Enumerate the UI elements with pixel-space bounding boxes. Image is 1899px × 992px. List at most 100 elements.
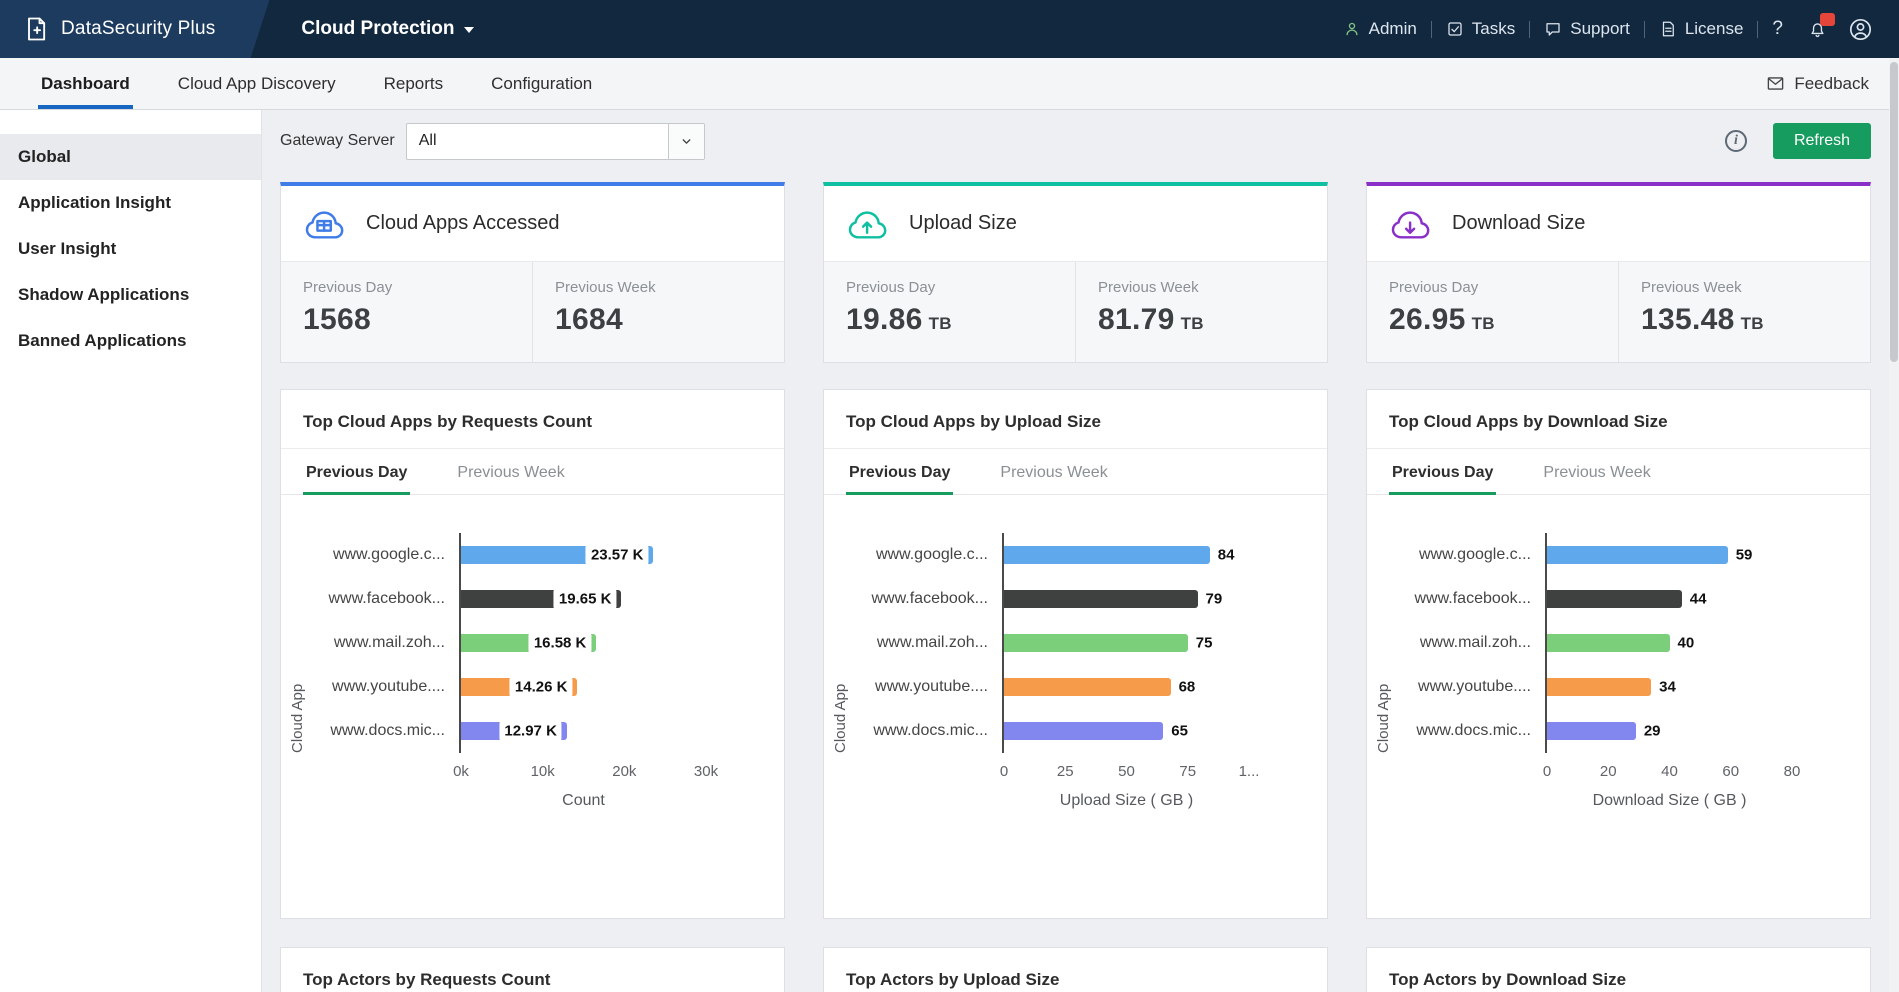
tab-previous-day[interactable]: Previous Day bbox=[846, 449, 953, 494]
chart-rows: www.google.c...84 www.facebook...79www.ma… bbox=[854, 533, 1301, 753]
x-tick-label: 1... bbox=[1239, 763, 1260, 780]
chart-card-actors-download: Top Actors by Download Size bbox=[1366, 947, 1871, 992]
module-selector[interactable]: Cloud Protection bbox=[301, 18, 474, 40]
chevron-down-icon bbox=[464, 27, 474, 33]
chart-row: www.youtube....68 bbox=[854, 665, 1301, 709]
support-menu[interactable]: Support bbox=[1530, 19, 1644, 39]
tab-cloud-app-discovery[interactable]: Cloud App Discovery bbox=[175, 58, 339, 109]
category-label: www.mail.zoh... bbox=[854, 634, 1002, 652]
bar-track: 79 bbox=[1002, 577, 1301, 621]
tab-previous-day[interactable]: Previous Day bbox=[303, 449, 410, 494]
cloud-upload-icon bbox=[846, 205, 892, 243]
sidebar-item-application-insight[interactable]: Application Insight bbox=[0, 180, 261, 226]
category-label: www.facebook... bbox=[1397, 590, 1545, 608]
chart-row: www.mail.zoh...16.58 K bbox=[311, 621, 758, 665]
chart-row: www.docs.mic...29 bbox=[1397, 709, 1844, 753]
admin-icon bbox=[1343, 20, 1361, 38]
tasks-menu[interactable]: Tasks bbox=[1432, 19, 1529, 39]
bar-value-label: 75 bbox=[1196, 635, 1213, 652]
bar-value-label: 65 bbox=[1171, 723, 1188, 740]
summary-card-title: Cloud Apps Accessed bbox=[366, 212, 559, 235]
support-label: Support bbox=[1570, 19, 1630, 39]
bar bbox=[1004, 722, 1163, 740]
envelope-icon bbox=[1766, 74, 1785, 93]
app-brand[interactable]: DataSecurity Plus bbox=[0, 0, 249, 58]
bar-chart: Cloud App www.google.c...23.57 Kwww.face… bbox=[281, 533, 784, 810]
bar bbox=[1004, 678, 1171, 696]
tab-configuration[interactable]: Configuration bbox=[488, 58, 595, 109]
x-tick-label: 0 bbox=[1543, 763, 1551, 780]
category-label: www.docs.mic... bbox=[311, 722, 459, 740]
category-label: www.mail.zoh... bbox=[1397, 634, 1545, 652]
feedback-label: Feedback bbox=[1794, 74, 1869, 94]
license-menu[interactable]: License bbox=[1645, 19, 1758, 39]
sidebar-item-global[interactable]: Global bbox=[0, 134, 261, 180]
x-tick-label: 60 bbox=[1722, 763, 1739, 780]
x-tick-label: 20k bbox=[612, 763, 636, 780]
bar-value-label: 59 bbox=[1736, 547, 1753, 564]
tab-previous-day[interactable]: Previous Day bbox=[1389, 449, 1496, 494]
previous-week-label: Previous Week bbox=[555, 279, 762, 296]
tab-dashboard[interactable]: Dashboard bbox=[38, 58, 133, 109]
bar-track: 29 bbox=[1545, 709, 1844, 753]
tab-previous-week[interactable]: Previous Week bbox=[997, 449, 1110, 494]
help-button[interactable]: ? bbox=[1758, 18, 1797, 40]
sidebar-item-banned-applications[interactable]: Banned Applications bbox=[0, 318, 261, 364]
category-label: www.mail.zoh... bbox=[311, 634, 459, 652]
chart-rows: www.google.c...59www.facebook...44 www.ma… bbox=[1397, 533, 1844, 753]
bar-value-label: 34 bbox=[1659, 679, 1676, 696]
chart-title: Top Actors by Upload Size bbox=[846, 970, 1305, 990]
previous-day-value: 1568 bbox=[303, 303, 371, 336]
bar-value-label: 12.97 K bbox=[499, 722, 562, 741]
category-label: www.docs.mic... bbox=[1397, 722, 1545, 740]
chart-card-actors-upload: Top Actors by Upload Size bbox=[823, 947, 1328, 992]
bar-track: 65 bbox=[1002, 709, 1301, 753]
previous-day-label: Previous Day bbox=[1389, 279, 1596, 296]
license-icon bbox=[1659, 20, 1677, 38]
chart-title: Top Actors by Download Size bbox=[1389, 970, 1848, 990]
tasks-icon bbox=[1446, 20, 1464, 38]
admin-label: Admin bbox=[1369, 19, 1417, 39]
chart-tabs: Previous Day Previous Week bbox=[824, 449, 1327, 495]
chart-row: www.docs.mic... 12.97 K bbox=[311, 709, 758, 753]
chart-row: www.google.c...59 bbox=[1397, 533, 1844, 577]
bar bbox=[1004, 634, 1188, 652]
summary-cards-row: Cloud Apps Accessed Previous Day 1568 Pr… bbox=[280, 182, 1871, 363]
tab-previous-week[interactable]: Previous Week bbox=[454, 449, 567, 494]
category-label: www.facebook... bbox=[854, 590, 1002, 608]
refresh-button[interactable]: Refresh bbox=[1773, 123, 1871, 159]
header-utility-nav: Admin Tasks Support bbox=[1329, 17, 1899, 42]
summary-card-cloud-apps-accessed: Cloud Apps Accessed Previous Day 1568 Pr… bbox=[280, 182, 785, 363]
notification-badge bbox=[1820, 13, 1835, 26]
chart-row: www.facebook...44 bbox=[1397, 577, 1844, 621]
vertical-scrollbar[interactable] bbox=[1889, 58, 1899, 992]
chart-row: www.google.c...84 bbox=[854, 533, 1301, 577]
bar-chart: Cloud App www.google.c...59www.facebook.… bbox=[1367, 533, 1870, 810]
category-label: www.youtube.... bbox=[854, 678, 1002, 696]
chart-row: www.facebook...19.65 K bbox=[311, 577, 758, 621]
notifications-button[interactable] bbox=[1797, 20, 1838, 39]
gateway-server-select[interactable]: All bbox=[406, 123, 705, 160]
info-icon[interactable]: i bbox=[1725, 130, 1747, 152]
x-tick-label: 10k bbox=[531, 763, 555, 780]
scrollbar-thumb[interactable] bbox=[1890, 62, 1898, 362]
feedback-button[interactable]: Feedback bbox=[1766, 58, 1869, 109]
previous-day-unit: TB bbox=[929, 314, 952, 333]
sidebar-item-shadow-applications[interactable]: Shadow Applications bbox=[0, 272, 261, 318]
x-axis-label: Count bbox=[461, 792, 706, 810]
x-axis-label: Download Size ( GB ) bbox=[1547, 792, 1792, 810]
bottom-cards-row: Top Actors by Requests Count Top Actors … bbox=[280, 947, 1871, 992]
admin-menu[interactable]: Admin bbox=[1329, 19, 1431, 39]
main-tabs-bar: Dashboard Cloud App Discovery Reports Co… bbox=[0, 58, 1899, 110]
sidebar-item-user-insight[interactable]: User Insight bbox=[0, 226, 261, 272]
bar-track: 40 bbox=[1545, 621, 1844, 665]
x-tick-label: 0 bbox=[1000, 763, 1008, 780]
tab-reports[interactable]: Reports bbox=[381, 58, 447, 109]
user-avatar[interactable] bbox=[1838, 17, 1877, 42]
summary-card-title: Upload Size bbox=[909, 212, 1017, 235]
chart-row: www.youtube....34 bbox=[1397, 665, 1844, 709]
x-tick-label: 80 bbox=[1784, 763, 1801, 780]
tab-previous-week[interactable]: Previous Week bbox=[1540, 449, 1653, 494]
gateway-server-label: Gateway Server bbox=[280, 132, 395, 150]
bar bbox=[1004, 590, 1198, 608]
